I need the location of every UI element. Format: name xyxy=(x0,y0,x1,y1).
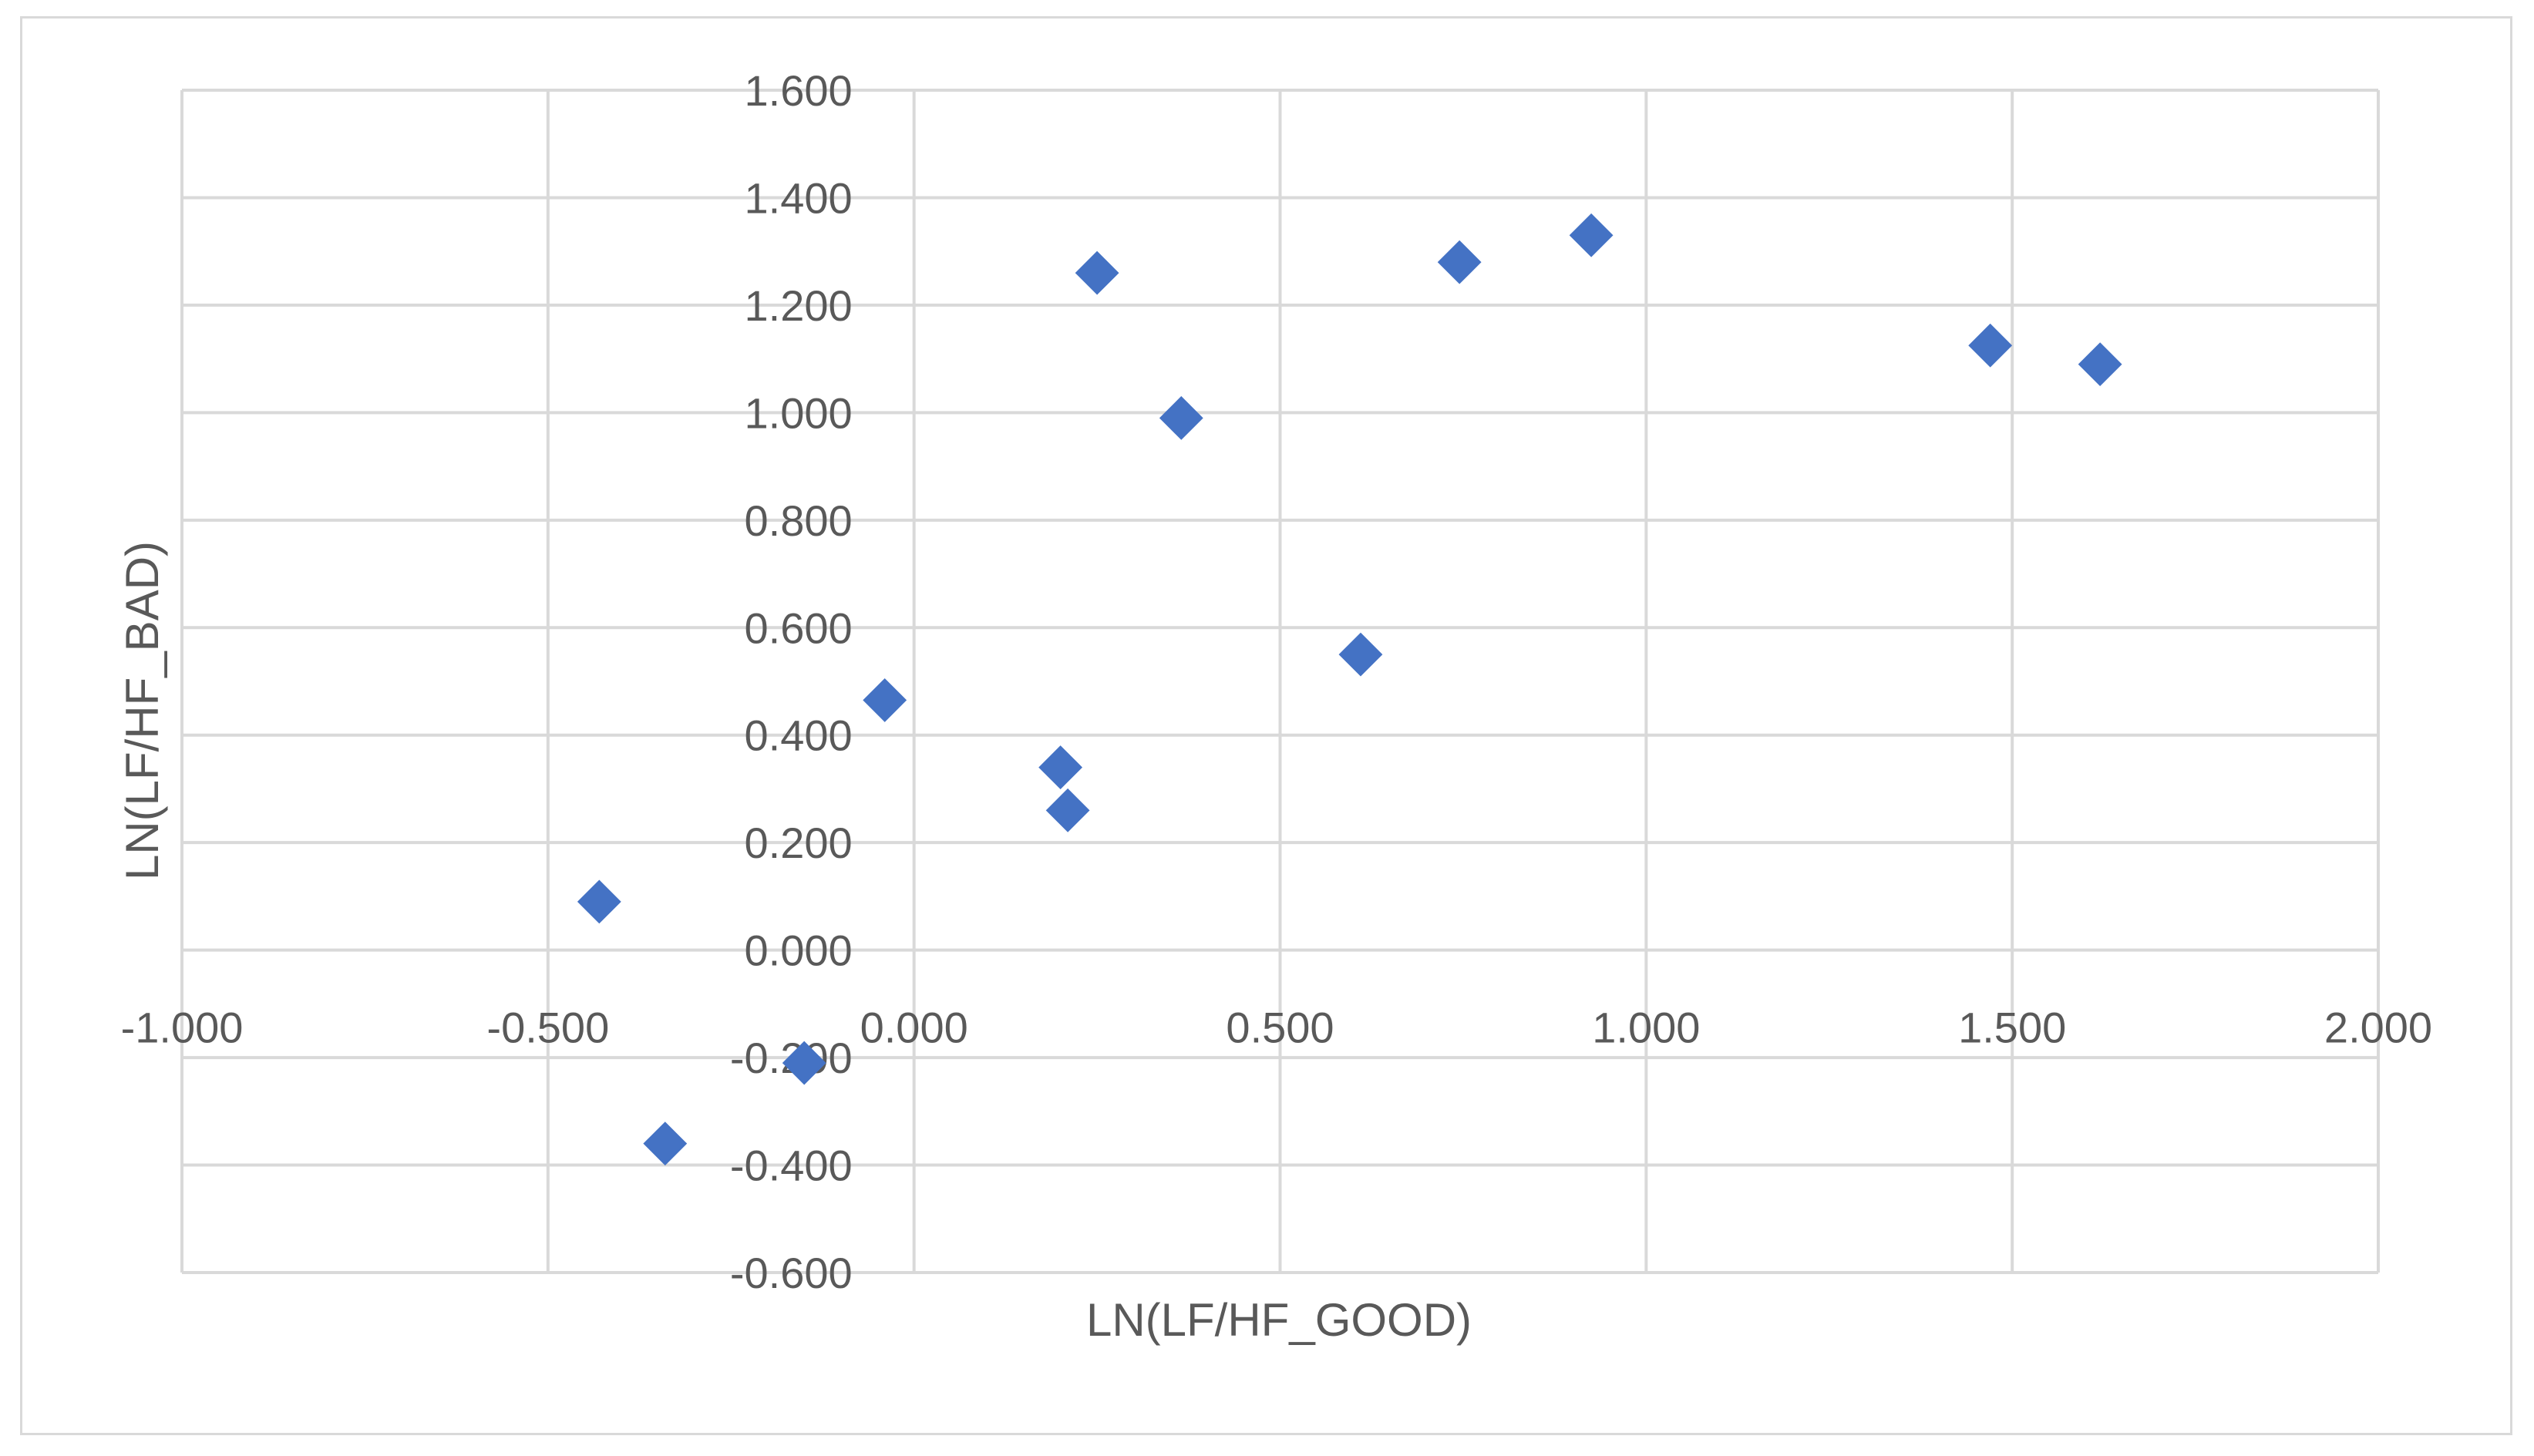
data-point-6 xyxy=(1075,251,1119,295)
x-tick-label: -0.500 xyxy=(486,1004,609,1052)
x-axis-tick-labels: -1.000 -0.500 0.000 0.500 1.000 1.500 2.000 xyxy=(121,1004,2432,1052)
y-tick-label: 0.800 xyxy=(745,496,853,545)
x-tick-label: 2.000 xyxy=(2324,1004,2432,1052)
chart-frame xyxy=(20,16,2512,1435)
x-tick-label: -1.000 xyxy=(121,1004,244,1052)
x-axis-title: LN(LF/HF_GOOD) xyxy=(1086,1294,1472,1346)
data-point-8 xyxy=(1338,632,1383,677)
data-point-10 xyxy=(1569,213,1614,257)
y-tick-label: -0.600 xyxy=(730,1249,853,1297)
y-tick-label: 0.200 xyxy=(745,819,853,867)
y-tick-label: 1.600 xyxy=(745,66,853,115)
y-tick-label: -0.400 xyxy=(730,1142,853,1190)
gridlines xyxy=(180,89,2380,1274)
data-point-1 xyxy=(643,1121,688,1166)
y-tick-label: 1.200 xyxy=(745,281,853,330)
x-tick-label: 1.500 xyxy=(1958,1004,2066,1052)
y-tick-label: 0.600 xyxy=(745,604,853,652)
x-tick-label: 0.500 xyxy=(1226,1004,1334,1052)
data-point-12 xyxy=(2078,342,2122,387)
data-point-2 xyxy=(782,1041,826,1085)
data-point-9 xyxy=(1437,240,1482,284)
data-point-7 xyxy=(1159,395,1203,440)
y-axis-title: LN(LF/HF_BAD) xyxy=(116,541,168,880)
y-tick-label: 1.000 xyxy=(745,388,853,437)
data-point-4 xyxy=(1038,745,1083,789)
data-points xyxy=(577,213,2122,1166)
x-tick-label: 0.000 xyxy=(860,1004,968,1052)
y-tick-label: 1.400 xyxy=(745,173,853,222)
data-point-3 xyxy=(863,678,907,722)
y-tick-label: 0.000 xyxy=(745,926,853,975)
y-axis-tick-labels: -0.600-0.400-0.2000.0000.2000.4000.6000.… xyxy=(730,66,853,1297)
x-tick-label: 1.000 xyxy=(1592,1004,1700,1052)
data-point-0 xyxy=(577,879,621,924)
data-point-11 xyxy=(1968,323,2013,368)
y-tick-label: 0.400 xyxy=(745,711,853,760)
data-point-5 xyxy=(1045,788,1090,832)
